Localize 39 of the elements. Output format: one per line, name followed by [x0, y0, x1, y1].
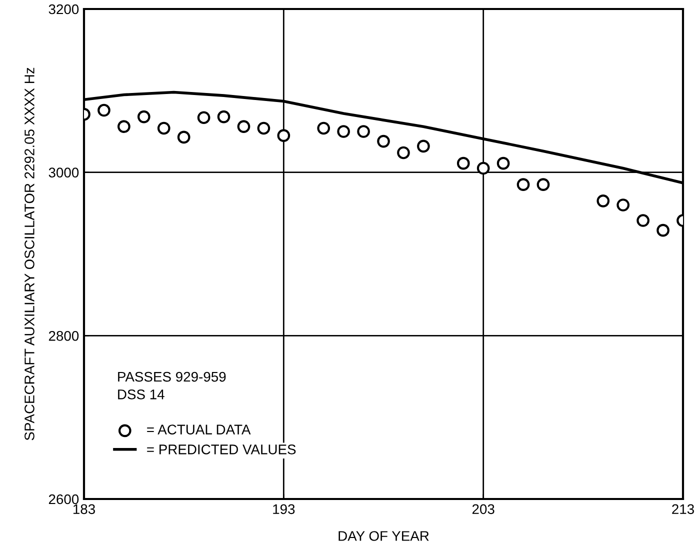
legend-label: = ACTUAL DATA — [147, 424, 251, 434]
point — [397, 146, 410, 160]
point — [656, 224, 670, 237]
point — [616, 198, 630, 212]
x-tick-label: 213 — [672, 504, 694, 514]
point — [217, 110, 230, 124]
point — [197, 111, 210, 124]
point — [536, 178, 550, 192]
point — [317, 122, 330, 135]
annotation: PASSES 929-959 — [118, 372, 226, 382]
point — [237, 120, 250, 134]
legend-label: = PREDICTED VALUES — [147, 444, 296, 454]
point — [496, 156, 510, 170]
x-tick-label: 183 — [73, 504, 95, 514]
point — [456, 156, 470, 170]
point — [596, 194, 610, 208]
y-tick-label: 2600 — [48, 494, 79, 504]
y-tick-label: 3200 — [48, 4, 79, 14]
point — [177, 130, 190, 144]
point — [636, 214, 650, 227]
point — [417, 140, 430, 153]
point — [137, 110, 150, 124]
point — [357, 125, 370, 138]
x-axis-title: DAY OF YEAR — [338, 531, 429, 541]
point — [337, 125, 350, 138]
x-tick-label: 193 — [273, 504, 295, 514]
x-tick-label: 203 — [472, 504, 494, 514]
point — [118, 120, 130, 134]
y-tick-label: 3000 — [48, 168, 79, 178]
point — [157, 122, 170, 135]
point — [476, 162, 490, 175]
point — [98, 104, 110, 117]
y-tick-label: 2800 — [48, 331, 79, 341]
point — [257, 122, 270, 135]
point — [516, 178, 530, 192]
annotation: DSS 14 — [118, 390, 164, 400]
y-axis-title: SPACECRAFT AUXILIARY OSCILLATOR 2292.05 XXXX Hz — [24, 68, 34, 440]
point — [277, 129, 290, 142]
point — [377, 134, 390, 148]
